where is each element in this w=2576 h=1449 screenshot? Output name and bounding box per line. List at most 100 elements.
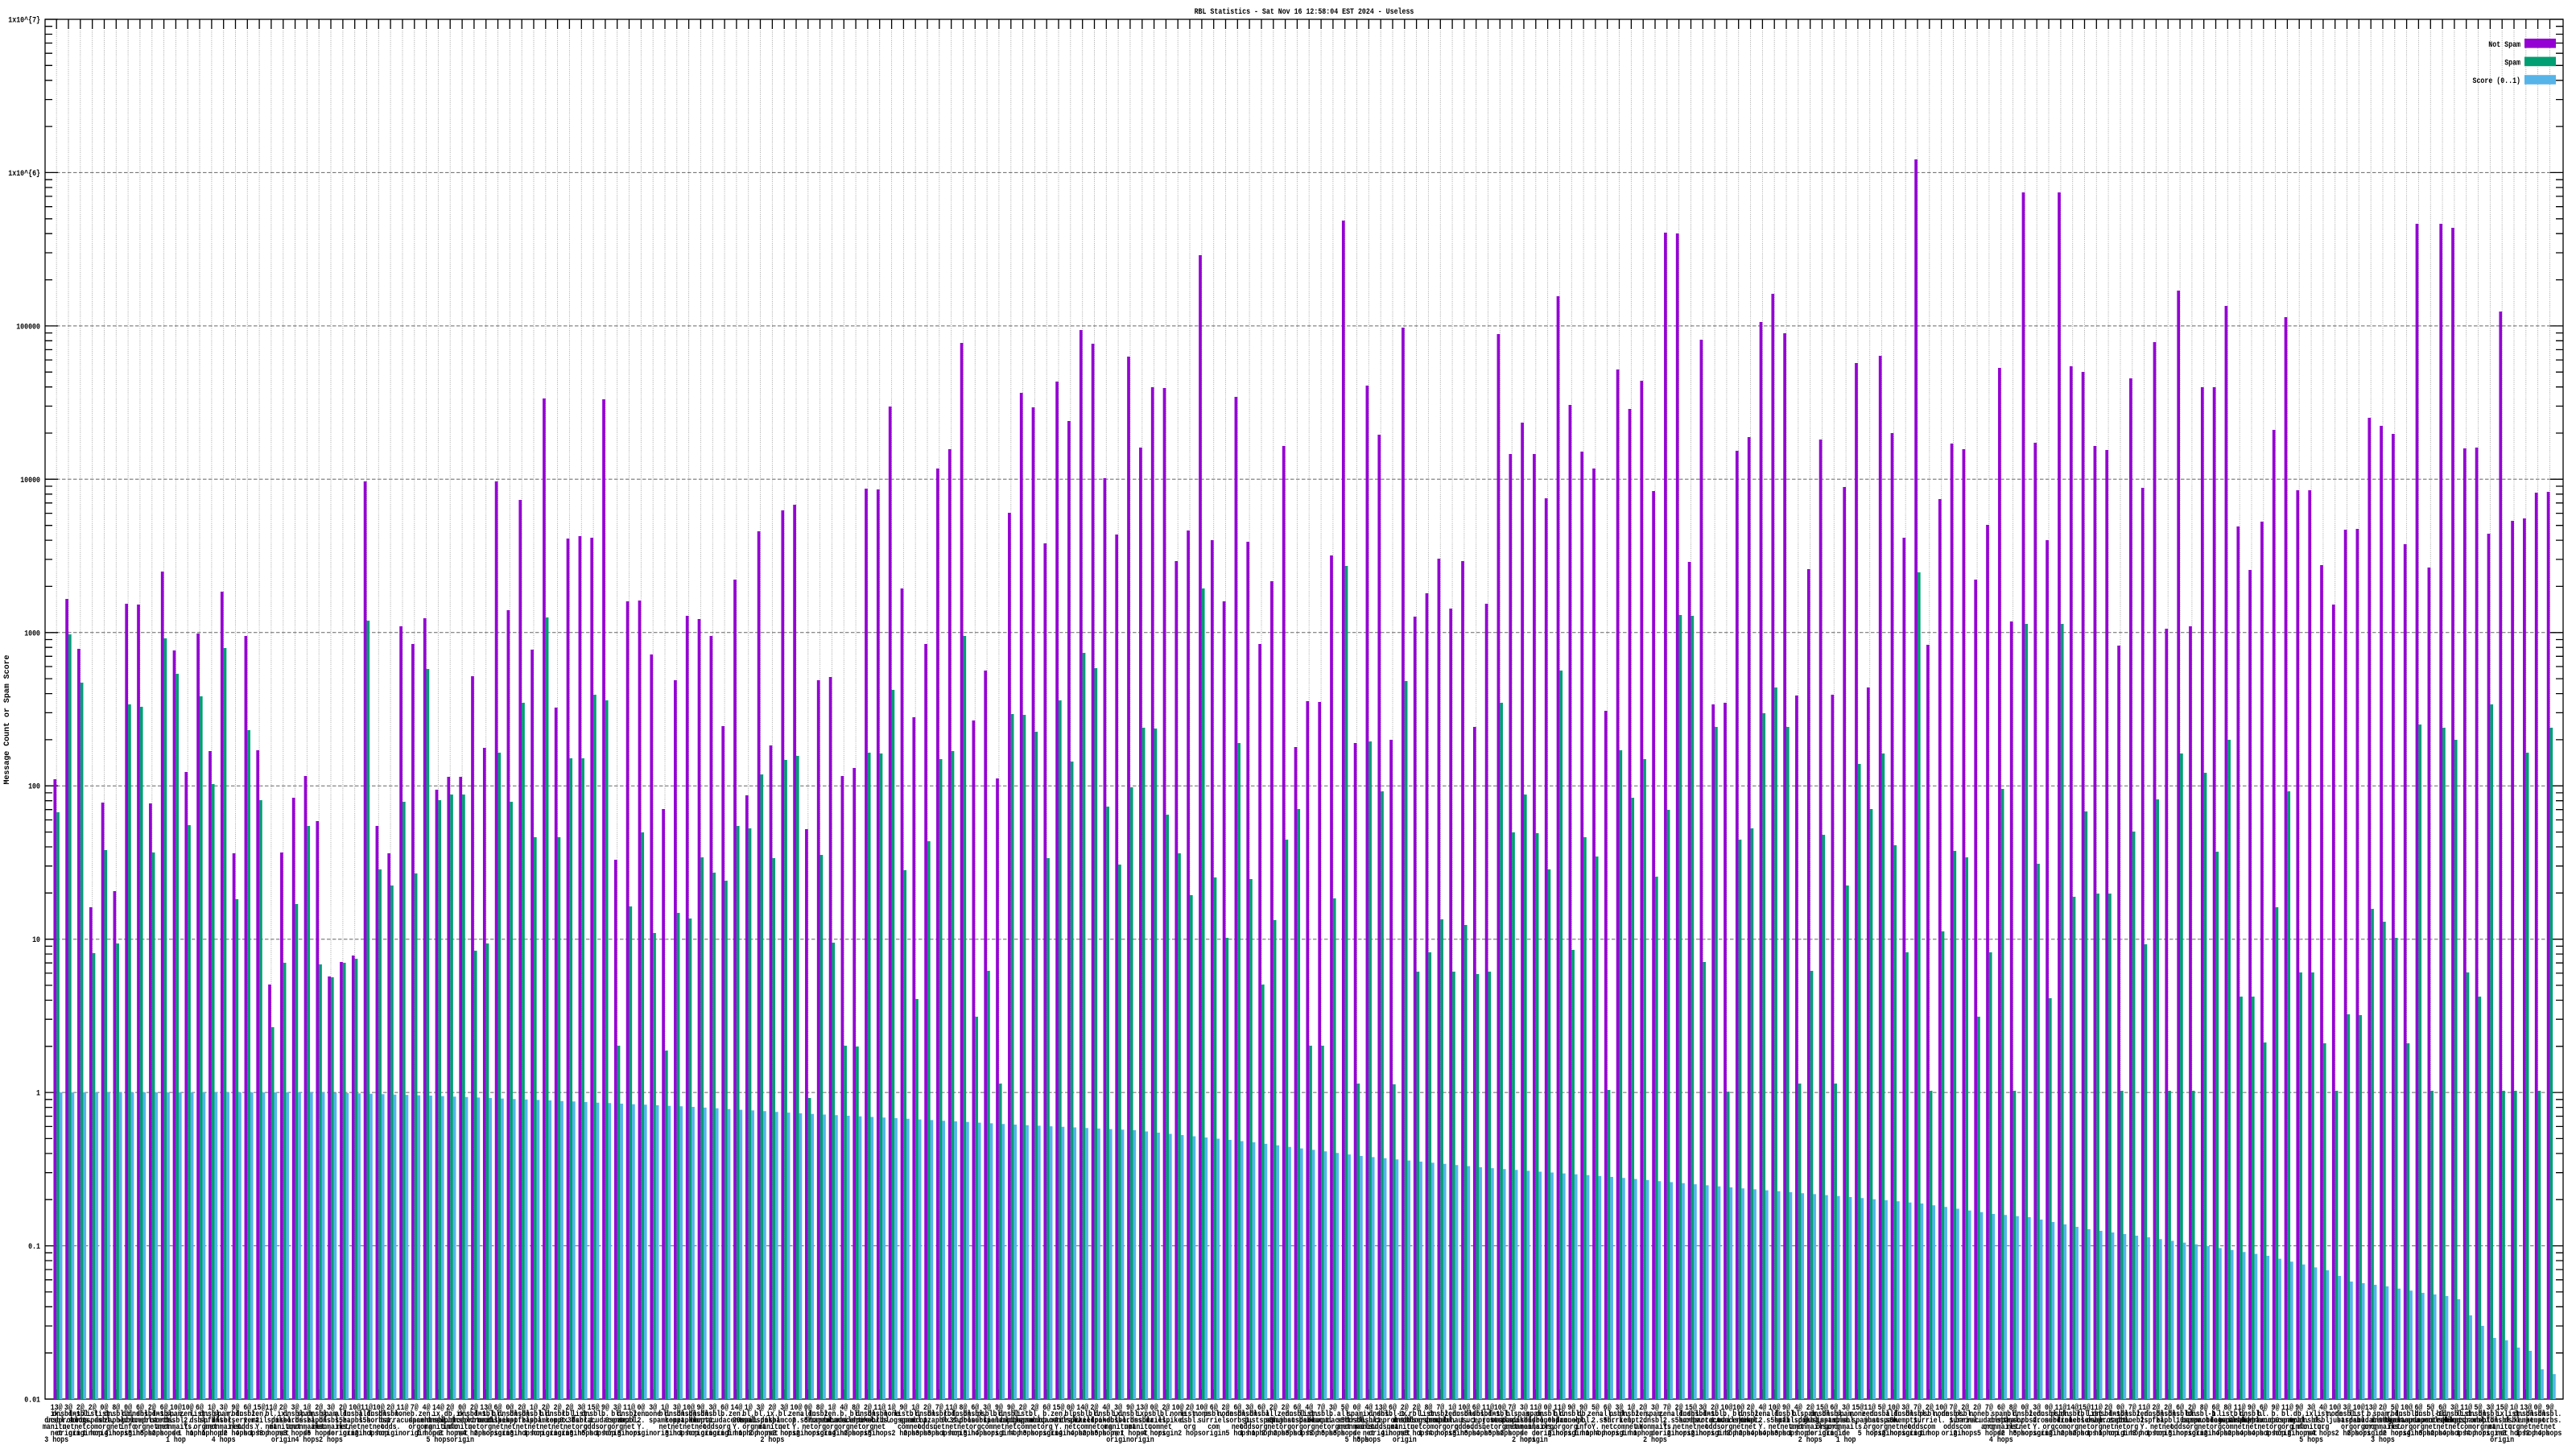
svg-text:list.: list. (2504, 1410, 2524, 1419)
svg-text:dnsbl.: dnsbl. (1810, 1410, 1835, 1419)
svg-text:2 hops: 2 hops (761, 1435, 785, 1445)
svg-text:dnsbl.: dnsbl. (2395, 1410, 2419, 1419)
svg-text:org: org (742, 1422, 754, 1432)
svg-text:2 hops: 2 hops (1643, 1435, 1667, 1445)
svg-text:bl.: bl. (1029, 1410, 1041, 1419)
svg-text:info: info (2291, 1422, 2307, 1432)
svg-text:dronebl.: dronebl. (2057, 1416, 2089, 1426)
svg-text:0x3f.: 0x3f. (559, 1416, 580, 1426)
svg-text:net: net (1888, 1422, 1900, 1432)
svg-text:odds.: odds. (918, 1422, 938, 1432)
svg-text:1@: 1@ (2510, 1403, 2518, 1413)
svg-text:org: org (2472, 1422, 2484, 1432)
svg-text:Message Count or Spam Score: Message Count or Spam Score (2, 655, 12, 785)
svg-text:2@: 2@ (1030, 1403, 1038, 1413)
svg-text:org: org (134, 1422, 146, 1432)
svg-text:spamhaus.: spamhaus. (1267, 1416, 1303, 1426)
svg-text:net: net (1267, 1422, 1279, 1432)
svg-text:barracudacentral.: barracudacentral. (572, 1416, 639, 1426)
svg-text:net: net (516, 1422, 528, 1432)
svg-text:dsbl.: dsbl. (572, 1416, 592, 1426)
svg-text:s5h.: s5h. (335, 1416, 351, 1426)
svg-text:5 hops: 5 hops (868, 1429, 892, 1439)
svg-text:3@: 3@ (220, 1403, 228, 1413)
svg-text:net: net (2496, 1429, 2508, 1439)
svg-text:4 hops: 4 hops (2442, 1429, 2467, 1439)
svg-text:dnsbl.: dnsbl. (1512, 1416, 1536, 1426)
svg-text:spfbl.: spfbl. (1774, 1416, 1798, 1426)
svg-text:11@: 11@ (1864, 1403, 1876, 1413)
svg-text:anonmails.: anonmails. (1504, 1422, 1544, 1432)
svg-text:net: net (993, 1422, 1005, 1432)
svg-text:wpbl.: wpbl. (2289, 1416, 2310, 1426)
svg-text:origin: origin (1130, 1435, 1154, 1445)
svg-text:net: net (850, 1422, 862, 1432)
svg-text:spam.: spam. (1991, 1410, 2011, 1419)
svg-text:10@: 10@ (1769, 1403, 1781, 1413)
svg-text:2@: 2@ (1401, 1403, 1409, 1413)
svg-text:origin: origin (1608, 1429, 1632, 1439)
svg-text:2 hops: 2 hops (2287, 1429, 2311, 1439)
svg-text:uceprotect.: uceprotect. (1681, 1416, 1725, 1426)
svg-text:dronebl.: dronebl. (1090, 1416, 1122, 1426)
svg-text:none: none (1934, 1410, 1950, 1419)
svg-text:0@: 0@ (124, 1403, 132, 1413)
svg-text:net: net (361, 1422, 373, 1432)
svg-text:none: none (1218, 1410, 1234, 1419)
svg-text:net: net (2007, 1422, 2019, 1432)
svg-text:com: com (1613, 1422, 1625, 1432)
svg-text:zen.: zen. (634, 1410, 650, 1419)
svg-text:dnsbl.: dnsbl. (378, 1410, 402, 1419)
svg-text:dnsbl.: dnsbl. (2335, 1410, 2359, 1419)
svg-text:org: org (408, 1422, 420, 1432)
svg-text:dnsbl.: dnsbl. (1464, 1410, 1488, 1419)
svg-text:15@: 15@ (1685, 1403, 1697, 1413)
svg-text:2@: 2@ (315, 1403, 323, 1413)
svg-text:b.: b. (2367, 1410, 2375, 1419)
svg-text:6@: 6@ (1472, 1403, 1480, 1413)
svg-text:15@: 15@ (1816, 1403, 1828, 1413)
svg-text:6@: 6@ (1997, 1403, 2005, 1413)
svg-text:9@: 9@ (899, 1403, 907, 1413)
svg-text:uceprotect.: uceprotect. (47, 1416, 91, 1426)
svg-text:spam.: spam. (213, 1410, 233, 1419)
svg-text:net: net (564, 1422, 576, 1432)
svg-text:1@: 1@ (661, 1403, 669, 1413)
svg-text:5@: 5@ (2475, 1403, 2483, 1413)
svg-text:dnsbl.: dnsbl. (164, 1416, 188, 1426)
svg-text:net: net (2150, 1422, 2162, 1432)
svg-text:org: org (1256, 1422, 1268, 1432)
svg-text:kempt.: kempt. (1739, 1416, 1763, 1426)
svg-text:origin: origin (546, 1429, 570, 1439)
svg-text:ix.: ix. (456, 1410, 469, 1419)
svg-text:zapbl.: zapbl. (927, 1416, 952, 1426)
svg-text:origin: origin (271, 1435, 295, 1445)
svg-text:org: org (2341, 1422, 2353, 1432)
svg-text:bl.: bl. (2437, 1410, 2449, 1419)
svg-text:1 hop: 1 hop (738, 1429, 758, 1439)
svg-text:b.: b. (411, 1410, 419, 1419)
svg-text:dnsbl.: dnsbl. (44, 1416, 68, 1426)
svg-text:dnsbl.: dnsbl. (2156, 1410, 2180, 1419)
svg-text:0spam.: 0spam. (737, 1416, 761, 1426)
svg-text:spamcop.: spamcop. (649, 1416, 681, 1426)
svg-text:origin: origin (558, 1429, 582, 1439)
svg-text:surriel.: surriel. (1949, 1416, 1981, 1426)
svg-text:interserver.: interserver. (212, 1416, 260, 1426)
svg-text:mailspike.: mailspike. (2219, 1416, 2260, 1426)
svg-text:dsbl.: dsbl. (2504, 1416, 2524, 1426)
svg-text:anonmails.: anonmails. (1826, 1422, 1866, 1432)
svg-text:net: net (336, 1422, 349, 1432)
svg-text:dnsbl.: dnsbl. (2108, 1410, 2132, 1419)
svg-text:2 hops: 2 hops (2073, 1429, 2097, 1439)
svg-text:net: net (1601, 1422, 1613, 1432)
svg-text:origin: origin (2395, 1429, 2419, 1439)
svg-text:bl.: bl. (1064, 1410, 1076, 1419)
svg-text:8@: 8@ (852, 1403, 860, 1413)
svg-text:2@: 2@ (386, 1403, 394, 1413)
svg-text:14@: 14@ (730, 1403, 742, 1413)
svg-text:wpbl.: wpbl. (1574, 1416, 1594, 1426)
svg-text:Y.: Y. (1639, 1422, 1647, 1432)
svg-text:3@: 3@ (1651, 1403, 1659, 1413)
svg-text:2.: 2. (2140, 1416, 2149, 1426)
